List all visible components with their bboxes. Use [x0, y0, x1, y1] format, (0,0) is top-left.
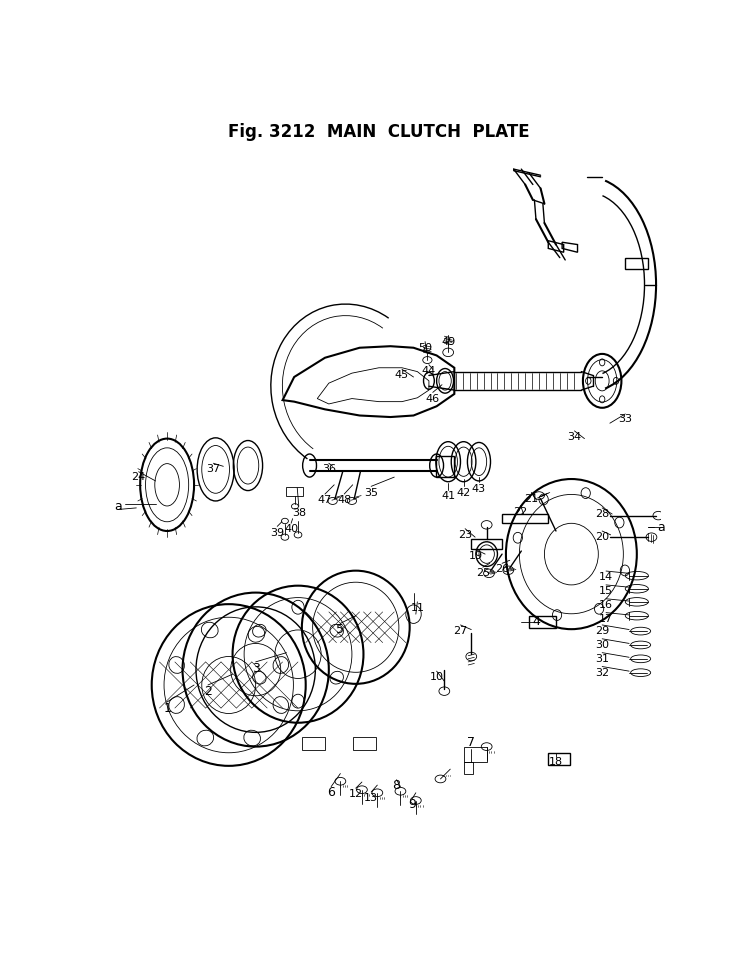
Text: 24: 24	[131, 472, 146, 482]
Text: 48: 48	[337, 495, 352, 505]
Text: 42: 42	[456, 488, 471, 497]
Text: 50: 50	[418, 343, 432, 352]
Text: 21: 21	[524, 493, 539, 504]
Text: 6: 6	[327, 786, 335, 800]
Text: 49: 49	[441, 337, 455, 347]
Text: 46: 46	[426, 394, 440, 403]
Text: 30: 30	[595, 640, 609, 650]
Text: 2: 2	[204, 684, 212, 698]
Text: 13: 13	[364, 793, 378, 804]
Text: 47: 47	[318, 495, 332, 505]
Text: 19: 19	[469, 551, 483, 561]
Text: 45: 45	[395, 371, 409, 380]
Text: 41: 41	[441, 492, 455, 501]
Text: 33: 33	[618, 415, 632, 424]
Text: 40: 40	[284, 524, 298, 535]
Text: 39: 39	[270, 528, 284, 538]
Text: 31: 31	[595, 654, 609, 663]
Text: 8: 8	[393, 779, 401, 792]
Text: 1: 1	[163, 702, 171, 714]
Text: a: a	[115, 500, 122, 513]
Text: 29: 29	[595, 626, 609, 636]
Text: 18: 18	[549, 757, 563, 767]
Text: 27: 27	[453, 626, 467, 636]
Text: 5: 5	[336, 623, 344, 636]
Text: 17: 17	[599, 613, 613, 624]
Text: 37: 37	[206, 465, 220, 474]
Text: 43: 43	[472, 484, 486, 493]
Text: 9: 9	[408, 798, 416, 811]
Text: 35: 35	[364, 488, 378, 497]
Text: 36: 36	[322, 465, 336, 474]
Text: 26: 26	[495, 564, 509, 574]
Text: 22: 22	[514, 507, 528, 516]
Text: 20: 20	[595, 532, 609, 542]
Text: 38: 38	[292, 508, 306, 517]
Text: 28: 28	[595, 509, 609, 519]
Text: 32: 32	[595, 668, 609, 678]
Text: 15: 15	[599, 586, 613, 596]
Text: 12: 12	[349, 789, 363, 800]
Text: a: a	[657, 520, 666, 534]
Text: 11: 11	[411, 603, 425, 613]
Text: 14: 14	[599, 572, 613, 582]
Text: 25: 25	[476, 568, 490, 578]
Text: 23: 23	[458, 530, 472, 540]
Text: 4: 4	[533, 615, 541, 629]
Text: 44: 44	[422, 366, 436, 376]
Text: 16: 16	[599, 600, 613, 610]
Text: 3: 3	[252, 661, 259, 675]
Text: 10: 10	[430, 672, 444, 683]
Text: 34: 34	[567, 432, 581, 442]
Text: Fig. 3212  MAIN  CLUTCH  PLATE: Fig. 3212 MAIN CLUTCH PLATE	[228, 123, 530, 141]
Text: 7: 7	[467, 736, 475, 749]
